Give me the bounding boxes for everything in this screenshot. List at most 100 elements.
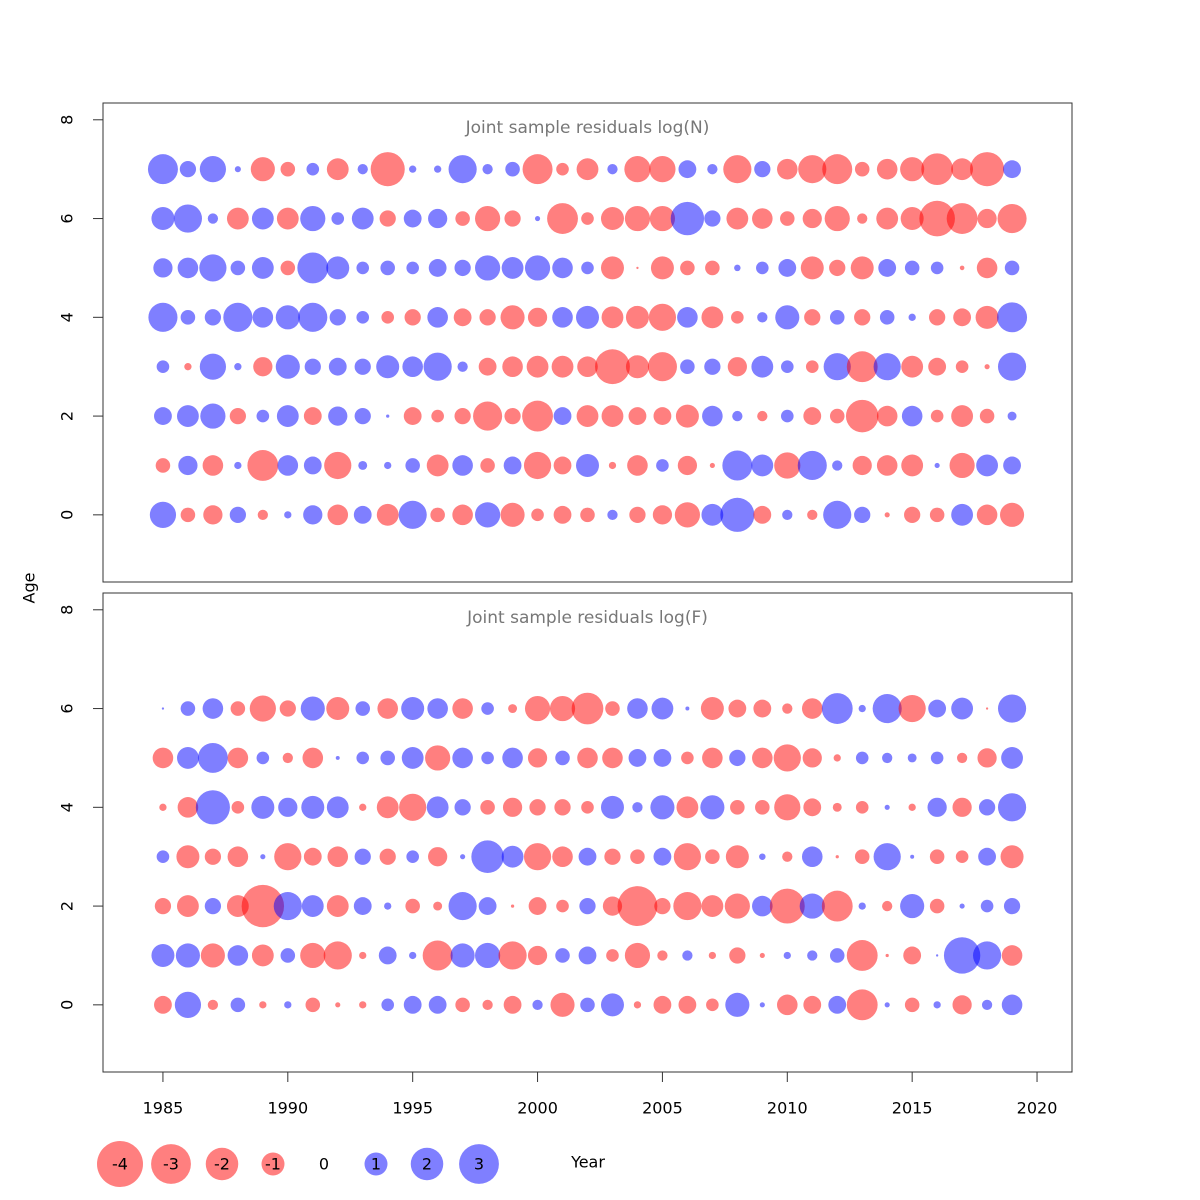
residual-bubble [576, 158, 599, 181]
residual-bubble [997, 302, 1028, 333]
residual-bubble [473, 401, 503, 431]
residual-bubble [154, 897, 172, 915]
residual-bubble [934, 462, 940, 469]
residual-bubble [782, 851, 793, 862]
residual-bubble [359, 1001, 367, 1009]
residual-bubble [177, 895, 199, 917]
residual-bubble [282, 752, 293, 764]
residual-bubble [471, 840, 504, 873]
residual-bubble [702, 747, 723, 769]
residual-bubble [854, 309, 871, 326]
residual-bubble [576, 305, 599, 329]
residual-bubble [207, 999, 219, 1010]
residual-bubble [777, 994, 798, 1016]
residual-bubble [823, 500, 852, 529]
residual-bubble [423, 352, 452, 381]
residual-bubble [433, 901, 443, 911]
residual-bubble [581, 261, 594, 275]
residual-bubble [547, 203, 578, 234]
residual-bubble [302, 747, 324, 769]
residual-bubble [384, 902, 392, 910]
residual-bubble [274, 843, 302, 871]
residual-bubble [180, 310, 196, 325]
residual-bubble [1000, 502, 1025, 527]
residual-bubble [501, 845, 524, 868]
residual-bubble [919, 200, 955, 237]
residual-bubble [154, 407, 172, 425]
residual-bubble [355, 701, 371, 716]
y-tick-label: 6 [58, 703, 77, 713]
residual-bubble [284, 511, 292, 519]
residual-bubble [199, 254, 227, 282]
residual-bubble [580, 507, 595, 523]
residual-bubble [250, 157, 275, 182]
residual-bubble [404, 309, 421, 326]
residual-bubble [829, 948, 845, 963]
residual-bubble [402, 356, 423, 377]
residual-bubble [802, 748, 822, 768]
residual-bubble [975, 305, 999, 329]
residual-bubble [202, 698, 224, 719]
residual-bubble [600, 795, 624, 819]
residual-bubble [277, 455, 299, 476]
residual-bubble [529, 799, 546, 816]
residual-bubble [257, 509, 268, 520]
residual-bubble [455, 997, 470, 1013]
residual-bubble [227, 945, 249, 966]
y-tick-label: 0 [58, 1000, 77, 1010]
x-tick-label: 1995 [392, 1099, 433, 1118]
residual-bubble [759, 952, 765, 959]
x-tick-label: 1985 [143, 1099, 184, 1118]
residual-bubble [256, 751, 270, 765]
residual-bubble [241, 884, 285, 928]
residual-bubble [798, 155, 827, 184]
residual-bubble [428, 995, 447, 1014]
residual-bubble [1001, 945, 1023, 966]
x-tick-label: 2005 [642, 1099, 683, 1118]
residual-bubble [380, 260, 395, 276]
residual-bubble [305, 997, 321, 1013]
residual-bubble [997, 352, 1027, 381]
residual-bubble [227, 846, 249, 867]
y-tick-label: 8 [58, 115, 77, 125]
residual-bubble [729, 947, 746, 964]
residual-bubble [803, 798, 822, 817]
residual-bubble [821, 693, 853, 724]
residual-bubble [527, 945, 548, 966]
residual-bubble [722, 450, 753, 481]
residual-bubble [648, 303, 677, 331]
residual-bubble [173, 204, 202, 233]
residual-bubble [428, 259, 447, 277]
residual-bubble [997, 204, 1027, 234]
residual-bubble [528, 897, 547, 915]
x-tick-label: 1990 [267, 1099, 308, 1118]
residual-bubble [577, 356, 598, 377]
residual-bubble [523, 843, 552, 871]
residual-bubble [759, 1002, 765, 1008]
residual-bubble [353, 505, 372, 524]
residual-bubble [930, 261, 944, 275]
residual-bubble [359, 951, 367, 960]
residual-bubble [850, 256, 874, 280]
residual-bubble [454, 799, 471, 816]
residual-bubble [829, 259, 846, 277]
residual-bubble [780, 211, 795, 226]
residual-bubble [855, 801, 869, 814]
residual-bubble [803, 407, 822, 425]
residual-bubble [732, 410, 743, 422]
residual-bubble [977, 208, 997, 229]
residual-bubble [628, 749, 647, 767]
residual-bubble [357, 164, 368, 175]
residual-bubble [600, 993, 624, 1017]
residual-bubble [234, 363, 242, 371]
residual-bubble [857, 213, 868, 224]
residual-bubble [904, 260, 920, 276]
residual-bubble [673, 891, 702, 921]
residual-bubble [581, 212, 594, 225]
residual-bubble [427, 307, 448, 328]
residual-bubble [832, 802, 842, 812]
x-tick-label: 2020 [1017, 1099, 1058, 1118]
residual-bubble [273, 891, 302, 921]
residual-bubble [453, 308, 472, 327]
residual-bubble [1000, 845, 1024, 869]
